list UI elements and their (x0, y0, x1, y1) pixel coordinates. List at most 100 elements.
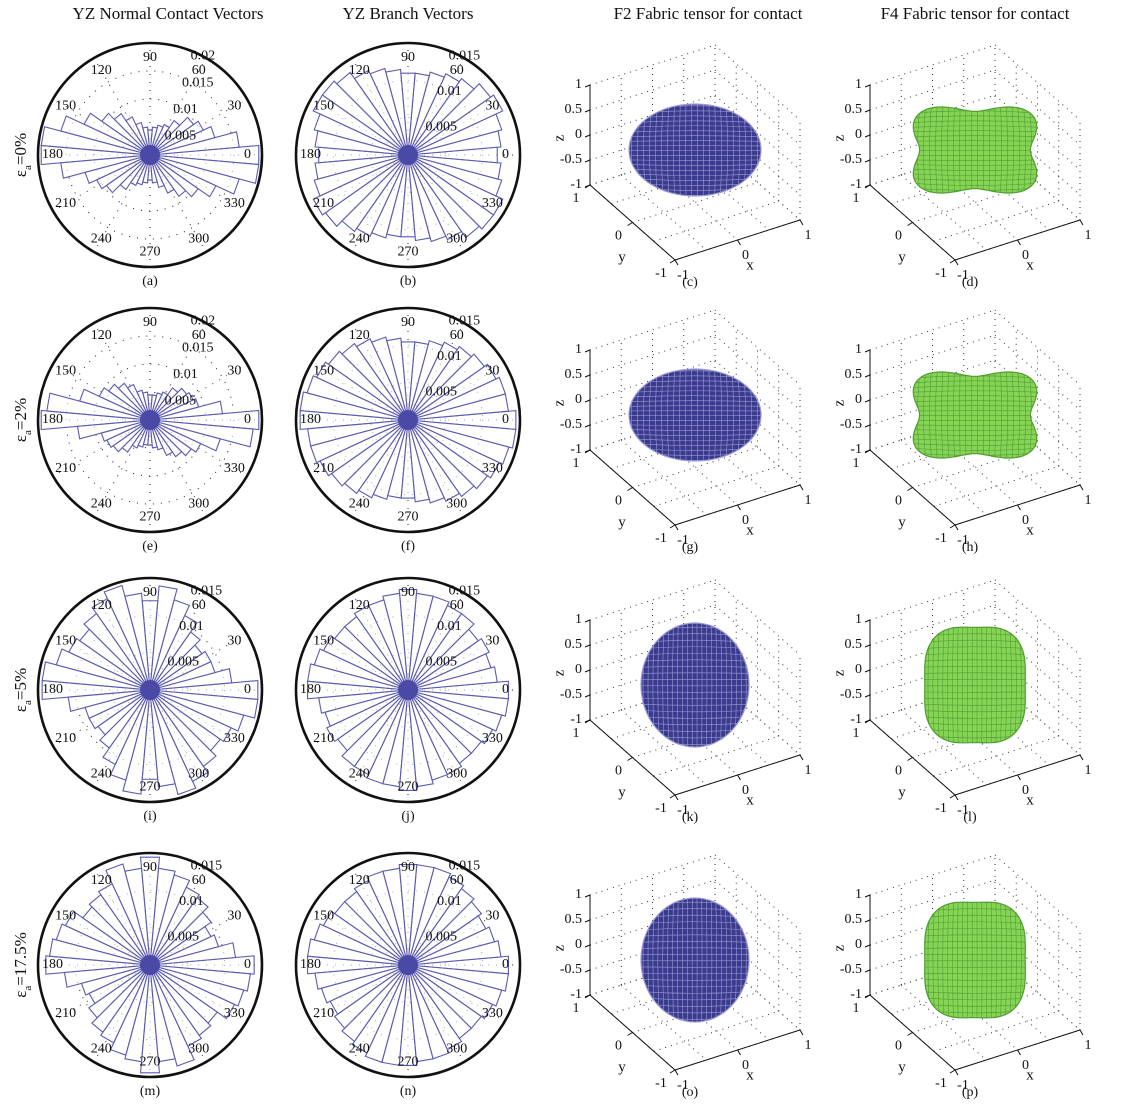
angle-label: 150 (313, 363, 334, 378)
x-tick-label: 1 (805, 228, 812, 243)
z-tick-label: 1 (855, 887, 862, 902)
angle-label: 90 (401, 860, 415, 875)
angle-label: 120 (349, 873, 370, 888)
tick-mark (670, 525, 675, 528)
y-tick-label: 1 (573, 456, 580, 471)
mesh-line (609, 361, 781, 367)
angle-label: 240 (91, 767, 112, 782)
angle-label: 300 (188, 767, 209, 782)
tick-mark (670, 795, 675, 798)
z-tick-label: -0.5 (560, 417, 582, 432)
z-axis-label: z (831, 669, 847, 676)
mesh-line (609, 91, 781, 98)
z-tick-label: -1 (570, 712, 582, 727)
tick-mark (800, 220, 803, 225)
mesh-line (1038, 90, 1043, 210)
angle-label: 210 (313, 196, 334, 211)
tensor-panel: 10.50-0.5-110-1-101zyx(p) (831, 855, 1091, 1100)
angle-label: 180 (42, 412, 63, 427)
tick-mark (585, 425, 590, 427)
row-label: εa=17.5% (11, 932, 34, 998)
y-tick-label: 1 (853, 1001, 860, 1016)
mesh-line (1049, 90, 1055, 210)
z-tick-label: 0.5 (845, 637, 863, 652)
angle-label: 330 (224, 461, 245, 476)
z-tick-label: 1 (855, 342, 862, 357)
radial-tick-label: 0.015 (449, 314, 481, 329)
mesh-line (769, 355, 775, 475)
x-axis-label: x (1026, 522, 1034, 538)
mesh-line (893, 355, 899, 475)
row-label: εa=2% (11, 398, 34, 442)
tick-mark (1080, 1030, 1083, 1035)
z-tick-label: 0 (575, 127, 582, 142)
mesh-line (889, 356, 1061, 363)
tick-mark (950, 525, 955, 528)
angle-label: 150 (313, 98, 334, 113)
mesh-line (889, 366, 1061, 372)
tensor-surface (913, 107, 1036, 193)
angle-label: 210 (55, 196, 76, 211)
tick-mark (865, 425, 870, 427)
angle-label: 90 (401, 315, 415, 330)
y-tick-label: -1 (655, 1076, 667, 1091)
figure: YZ Normal Contact VectorsYZ Branch Vecto… (0, 0, 1138, 1120)
y-tick-label: 0 (615, 764, 622, 779)
angle-label: 30 (227, 98, 241, 113)
tick-mark (738, 240, 741, 245)
grid-line (715, 45, 800, 120)
angle-label: 120 (349, 63, 370, 78)
angle-label: 90 (143, 860, 157, 875)
x-axis-label: x (1026, 257, 1034, 273)
grid-line (590, 310, 715, 350)
tick-mark (675, 260, 678, 265)
mesh-line (912, 90, 917, 210)
x-axis-label: x (746, 522, 754, 538)
z-tick-label: 0 (855, 392, 862, 407)
mesh-line (905, 751, 1045, 757)
radial-tick-label: 0.01 (179, 619, 204, 634)
z-tick-label: 0 (855, 127, 862, 142)
radial-tick-label: 0.005 (165, 129, 197, 144)
mesh-line (889, 460, 1061, 466)
grid-line (590, 45, 715, 85)
mesh-line (889, 96, 1061, 102)
x-tick-label: 1 (805, 493, 812, 508)
y-tick-label: 1 (573, 1001, 580, 1016)
tensor-panel: 10.50-0.5-110-1-101zyx(g) (551, 310, 811, 555)
tick-mark (585, 400, 590, 402)
z-tick-label: -0.5 (840, 687, 862, 702)
z-tick-label: -1 (570, 177, 582, 192)
x-tick-label: 1 (1085, 493, 1092, 508)
radial-tick-label: 0.015 (449, 584, 481, 599)
mesh-line (619, 355, 625, 475)
tick-mark (865, 945, 870, 947)
mesh-line (1036, 879, 1041, 1040)
z-axis-label: z (551, 669, 567, 676)
mesh-line (1049, 355, 1055, 475)
mesh-line (889, 190, 1061, 195)
angle-label: 0 (502, 682, 509, 697)
mesh-line (1027, 879, 1031, 1040)
z-axis-label: z (831, 944, 847, 951)
angle-label: 270 (398, 510, 419, 525)
angle-label: 120 (91, 63, 112, 78)
angle-label: 60 (450, 328, 464, 343)
y-tick-label: 0 (895, 494, 902, 509)
z-tick-label: 1 (855, 612, 862, 627)
tick-mark (1080, 220, 1083, 225)
grid-line (654, 466, 779, 506)
column-title: YZ Normal Contact Vectors (73, 4, 264, 23)
mesh-line (1044, 355, 1050, 475)
z-tick-label: 0.5 (845, 912, 863, 927)
angle-label: 0 (244, 957, 251, 972)
row-label: εa=0% (11, 133, 34, 177)
mesh-line (1033, 90, 1038, 210)
tick-mark (908, 758, 913, 761)
panel-label: (o) (682, 1085, 699, 1100)
mesh-line (764, 90, 770, 210)
angle-label: 120 (349, 598, 370, 613)
angle-label: 270 (140, 510, 161, 525)
tensor-surface (629, 369, 761, 461)
x-axis-label: x (746, 792, 754, 808)
